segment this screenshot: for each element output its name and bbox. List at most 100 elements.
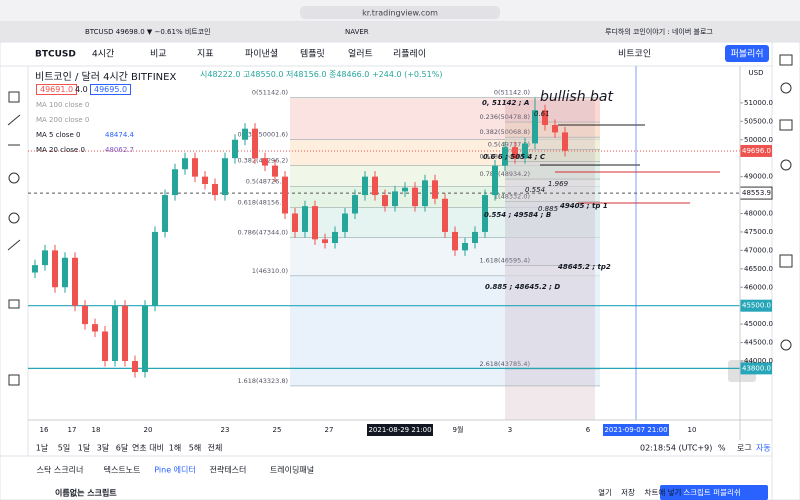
range-button[interactable]: 1해 (169, 443, 181, 453)
account[interactable]: 비트코인 (618, 49, 651, 60)
tool-icon[interactable] (7, 239, 21, 251)
candle-body (142, 305, 148, 373)
price-tick: 50000.0 (744, 136, 773, 144)
address-bar[interactable] (300, 6, 500, 19)
fib-label: 1(48332.0) (494, 192, 530, 200)
toolbar-item[interactable]: 리플레이 (393, 49, 426, 60)
time-label: 23 (221, 426, 230, 434)
annotation: 49405 ; tp 1 (560, 202, 608, 210)
tool-icon[interactable] (8, 172, 20, 184)
candle-body (252, 128, 258, 159)
candle-body (562, 132, 568, 151)
tab-strip (0, 21, 800, 42)
time-tag (367, 424, 433, 436)
toolbar-item[interactable]: 비교 (150, 49, 167, 60)
side-icon[interactable] (779, 54, 793, 66)
range-button[interactable]: 1달 (78, 444, 91, 453)
side-icon[interactable] (779, 254, 793, 268)
script-action[interactable]: 열기 (598, 488, 612, 497)
price-tick: 51000.0 (744, 99, 773, 107)
ask: 49695.0 (90, 84, 132, 95)
range-button[interactable]: 5해 (189, 443, 201, 453)
side-icon[interactable] (780, 82, 792, 94)
tab[interactable]: NAVER (345, 28, 369, 36)
symbol[interactable]: BTCUSD (35, 50, 76, 60)
candle-body (122, 305, 128, 361)
left-toolbar (0, 65, 29, 457)
candle-body (352, 195, 358, 214)
range-button[interactable]: 6달 (116, 444, 129, 453)
icons (7, 54, 793, 386)
fib-zone (505, 265, 600, 369)
indicator: MA 20 close 0 (36, 146, 85, 154)
annotation: 0.885 ; 48645.2 ; D (485, 283, 560, 291)
fib-label: 0.382(50068.8) (479, 128, 530, 136)
range-button[interactable]: 3달 (97, 444, 110, 453)
range-button[interactable]: 전체 (208, 443, 223, 453)
scale-option[interactable]: % (718, 444, 726, 453)
bid: 49691.0 (36, 84, 78, 95)
candle-body (282, 176, 288, 214)
side-icon[interactable] (779, 119, 793, 131)
toolbar-item[interactable]: 얼러트 (348, 49, 373, 60)
toolbar-item[interactable]: 파이낸셜 (245, 49, 278, 60)
tool-icon[interactable] (8, 91, 20, 103)
panel-tab[interactable]: 스탁 스크리너 (37, 465, 84, 475)
candle-body (402, 187, 408, 192)
publish-script-bg[interactable] (660, 485, 768, 500)
panel-tab[interactable]: 전략테스터 (210, 465, 247, 475)
tab[interactable]: 루디하의 코인이야기 : 네이버 블로그 (605, 27, 713, 36)
candle-body (512, 147, 518, 159)
candle-body (482, 195, 488, 232)
price-tick: 44000.0 (744, 357, 773, 365)
indicator-value: 48474.4 (105, 131, 134, 139)
candle-body (422, 180, 428, 207)
time-label: 18 (92, 426, 101, 434)
range-button[interactable]: 1날 (36, 443, 49, 453)
time-label: 20 (144, 426, 153, 434)
script-action[interactable]: 스크립트 퍼블리쉬 (683, 488, 741, 497)
price-tick: 48000.0 (744, 210, 773, 218)
annotation: 48645.2 ; tp2 (558, 263, 611, 271)
price-tick: 46000.0 (744, 283, 773, 291)
price-tick: 47500.0 (744, 228, 773, 236)
tab[interactable]: BTCUSD 49698.0 ▼ −0.61% 비트코인 (85, 27, 211, 36)
price-tick: 45000.0 (744, 320, 773, 328)
url: kr.tradingview.com (362, 9, 438, 18)
candle-body (472, 231, 478, 243)
toolbar-item[interactable]: 템플릿 (300, 48, 325, 60)
candle-body (162, 195, 168, 232)
script-action[interactable]: 저장 (621, 487, 635, 497)
candle-body (442, 198, 448, 232)
tool-icon[interactable] (8, 374, 20, 386)
panel-tab[interactable]: 트레이딩패널 (270, 465, 314, 475)
panel-tab[interactable]: 텍스트노트 (104, 465, 141, 475)
script-action[interactable]: 차트에 넣기 (645, 488, 682, 497)
publish[interactable]: 퍼블리쉬 (730, 49, 763, 60)
tool-icon[interactable] (8, 299, 20, 309)
candle-body (382, 195, 388, 207)
scale-option[interactable]: 로그 (737, 444, 752, 453)
candle-body (42, 250, 48, 266)
price-tick: 44500.0 (744, 339, 773, 347)
candle-body (522, 143, 528, 159)
price-tick: 49000.0 (744, 173, 773, 181)
side-icon[interactable] (780, 159, 792, 171)
range-button[interactable]: 연초 대비 (132, 444, 164, 453)
publish-bg[interactable] (725, 45, 769, 62)
fib-label: 0.236(50478.8) (479, 113, 530, 121)
panel-tab[interactable]: Pine 에디터 (154, 466, 196, 475)
fib-label: 1.618(43323.8) (237, 377, 288, 385)
toolbar-item[interactable]: 지표 (197, 49, 214, 60)
candle-body (212, 184, 218, 196)
range-button[interactable]: 5일 (58, 444, 70, 453)
tool-icon[interactable] (8, 212, 20, 224)
tool-icon[interactable] (7, 114, 21, 126)
side-icon[interactable] (780, 339, 792, 351)
candle-body (242, 128, 248, 140)
interval[interactable]: 4시간 (92, 49, 114, 60)
scale-option[interactable]: 자동 (756, 444, 771, 453)
fib-label: 0.786(47344.0) (237, 229, 288, 237)
candle-body (202, 176, 208, 184)
